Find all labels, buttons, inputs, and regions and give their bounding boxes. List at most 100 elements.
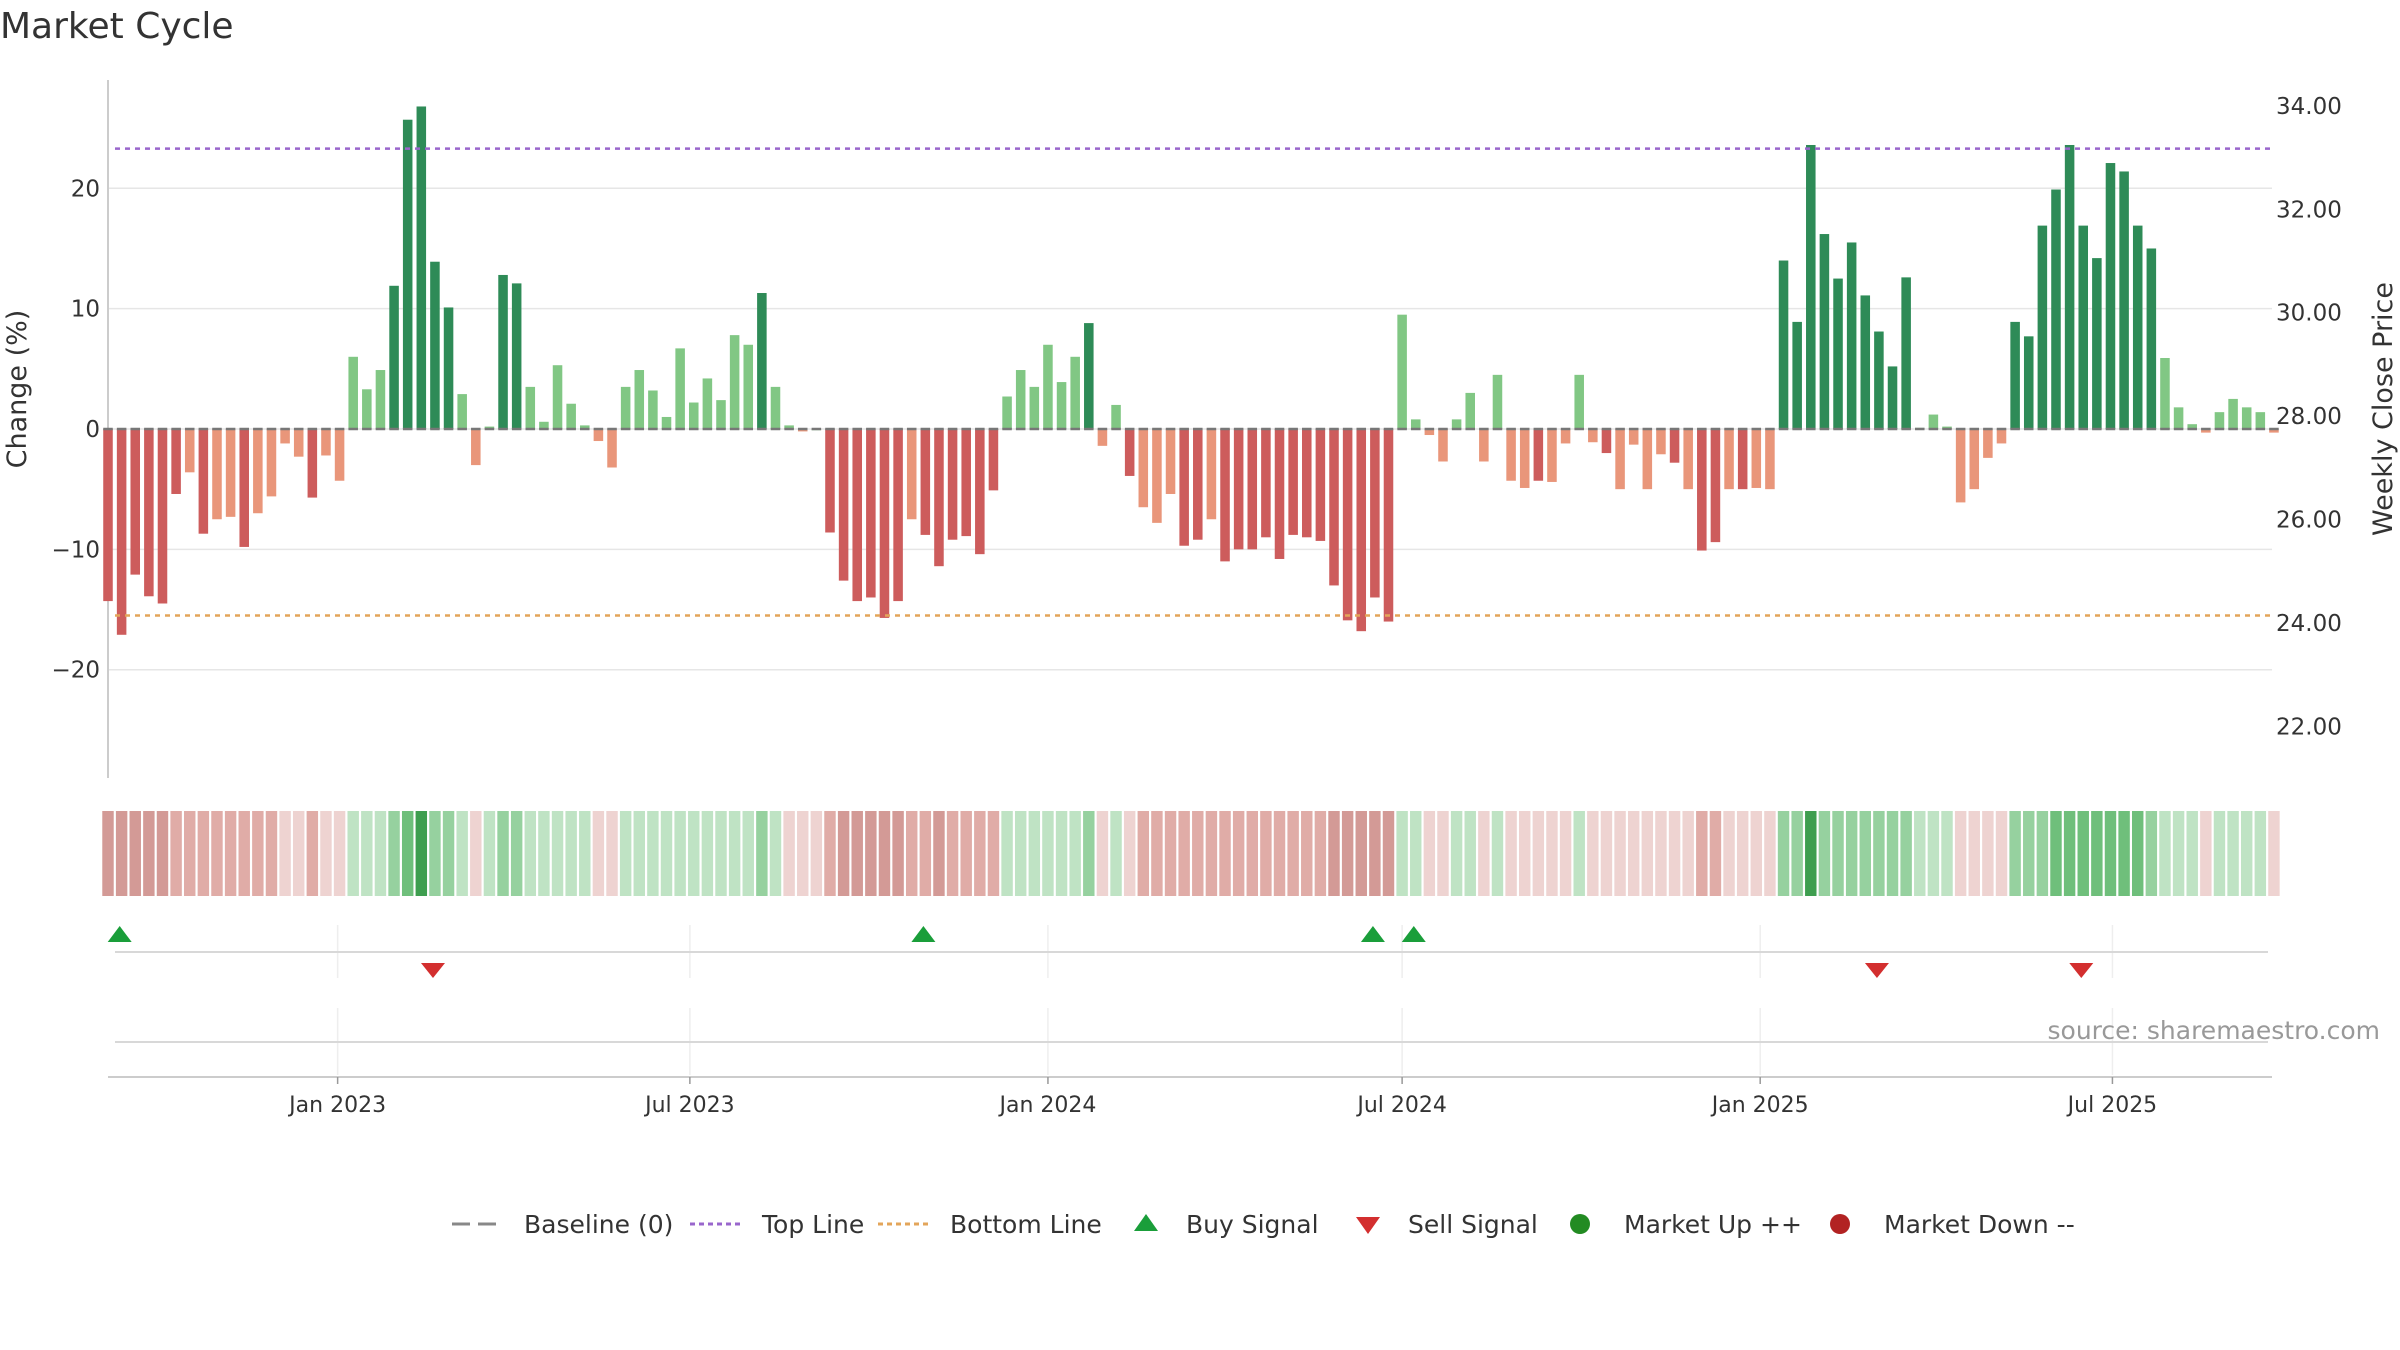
legend-item: Market Up ++ (1570, 1210, 1802, 1239)
bar (1220, 429, 1230, 562)
buy-signal-marker (1360, 926, 1385, 942)
bar (1179, 429, 1189, 546)
heat-cell (2145, 811, 2158, 896)
bar (661, 416, 672, 429)
heat-cell (2036, 811, 2049, 896)
bar (239, 429, 249, 547)
legend-item: Buy Signal (1134, 1210, 1319, 1239)
heat-cell (1532, 811, 1545, 896)
heat-cell (1178, 811, 1190, 896)
x-tick-label: Jul 2024 (1355, 1093, 1447, 1118)
bar (457, 394, 467, 429)
bar (2146, 248, 2157, 429)
heat-cell (224, 811, 237, 896)
heat-cell (2132, 811, 2144, 896)
bar (580, 425, 590, 429)
bar (1724, 429, 1734, 490)
bar (688, 402, 699, 429)
legend-label: Market Down -- (1884, 1210, 2075, 1239)
bar (1438, 429, 1448, 462)
bar (430, 261, 440, 429)
heat-cell (1246, 811, 1258, 896)
bar (552, 365, 563, 429)
bar (1737, 429, 1748, 490)
y-tick-label: 10 (71, 297, 100, 323)
heat-cell (1668, 811, 1681, 896)
heat-cell (1205, 811, 1218, 896)
legend-sell-icon (1356, 1217, 1380, 1234)
heat-cell (374, 811, 387, 896)
heat-cell (892, 811, 904, 896)
legend-item: Bottom Line (878, 1210, 1102, 1239)
bar (1111, 404, 1121, 429)
heat-cell (1600, 811, 1613, 896)
y-tick-label: 20 (71, 176, 100, 202)
heat-cell (279, 811, 291, 896)
heat-cell (1410, 811, 1422, 896)
heat-cell (456, 811, 468, 896)
bar (1329, 429, 1339, 586)
heat-cell (660, 811, 673, 896)
heat-cell (129, 811, 141, 896)
x-tick-label: Jul 2023 (643, 1093, 735, 1118)
heat-cell (1055, 811, 1068, 896)
bar (1342, 429, 1353, 621)
heat-cell (715, 811, 727, 896)
heat-cell (2268, 811, 2280, 896)
bar (648, 390, 658, 429)
bar (1015, 370, 1026, 429)
bar (539, 421, 549, 429)
heat-cell (1886, 811, 1899, 896)
heat-cell (647, 811, 659, 896)
heat-cell (1164, 811, 1177, 896)
heat-cell (2186, 811, 2198, 896)
heat-cell (2200, 811, 2212, 896)
buy-signal-marker (911, 926, 936, 942)
heat-cell (2159, 811, 2171, 896)
heat-cell (1287, 811, 1299, 896)
bar (1465, 392, 1475, 429)
x-tick-label: Jul 2025 (2066, 1093, 2158, 1118)
heat-cell (1859, 811, 1871, 896)
bar (362, 389, 372, 429)
bar (2255, 412, 2266, 429)
bar (1492, 374, 1503, 429)
heat-cell (960, 811, 972, 896)
y2-tick-label: 24.00 (2276, 611, 2342, 637)
bar (1043, 344, 1053, 429)
heat-cell (1096, 811, 1109, 896)
heat-cell (2077, 811, 2089, 896)
bar (1928, 414, 1939, 429)
bar (1533, 429, 1544, 481)
heat-cell (1137, 811, 1150, 896)
heat-cell (2009, 811, 2021, 896)
bar (906, 429, 917, 520)
bar (1628, 429, 1639, 445)
heat-cell (1273, 811, 1286, 896)
heat-cell (1873, 811, 1885, 896)
heat-cell (974, 811, 986, 896)
heat-cell (1123, 811, 1136, 896)
bar (1983, 429, 1993, 458)
heat-cell (688, 811, 700, 896)
heat-cell (170, 811, 182, 896)
heat-cell (429, 811, 441, 896)
heat-cell (1328, 811, 1340, 896)
heat-cell (1777, 811, 1790, 896)
heat-cell (1954, 811, 1967, 896)
y-tick-label: 0 (85, 417, 100, 443)
heat-cell (1341, 811, 1354, 896)
heat-cell (933, 811, 945, 896)
bar (1955, 429, 1966, 503)
y2-tick-label: 30.00 (2276, 301, 2342, 327)
bar (1969, 429, 1980, 490)
heat-cell (987, 811, 1000, 896)
bar (1792, 321, 1802, 429)
heat-cell (865, 811, 877, 896)
heat-cell (1818, 811, 1831, 896)
bar (1765, 429, 1775, 490)
heat-cell (524, 811, 537, 896)
heat-cell (184, 811, 196, 896)
bar (212, 429, 222, 520)
heat-cell (946, 811, 959, 896)
